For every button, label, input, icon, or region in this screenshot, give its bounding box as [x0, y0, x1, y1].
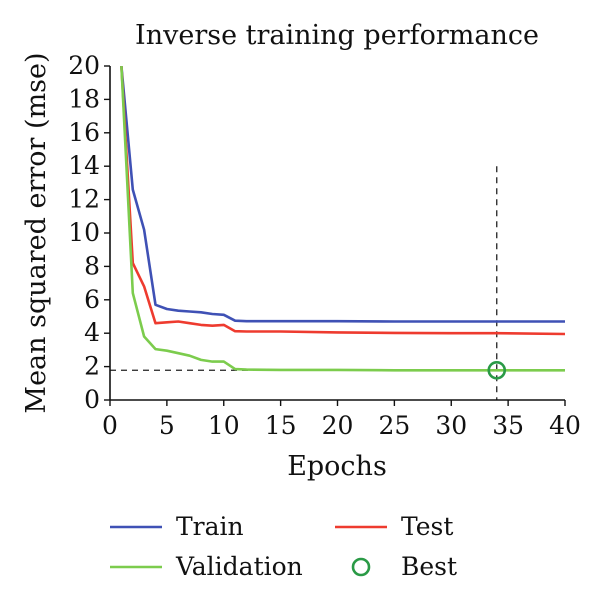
plot-area	[110, 66, 565, 400]
x-tick-label: 0	[102, 411, 118, 440]
x-tick-label: 15	[265, 411, 297, 440]
y-tick-label: 4	[84, 318, 100, 347]
x-tick-label: 25	[378, 411, 410, 440]
legend-label-train: Train	[176, 512, 244, 541]
legend-label-test: Test	[401, 512, 453, 541]
x-axis-label: Epochs	[287, 451, 387, 482]
legend-swatch-best	[351, 557, 371, 577]
legend: Train Test Validation Best	[110, 512, 457, 581]
y-tick-label: 2	[84, 352, 100, 381]
chart-title: Inverse training performance	[135, 20, 539, 51]
x-tick-label: 10	[208, 411, 240, 440]
y-tick-label: 18	[68, 84, 100, 113]
y-tick-label: 6	[84, 285, 100, 314]
x-tick-label: 5	[159, 411, 175, 440]
axes: 0 2 4 6 8 10 12 14 16 18 20 0 5 10 15 20 25 30 35 40	[68, 51, 581, 440]
y-tick-label: 12	[68, 185, 100, 214]
series-line-train	[120, 66, 565, 323]
y-tick-label: 10	[68, 218, 100, 247]
x-tick-label: 20	[322, 411, 354, 440]
y-tick-label: 16	[68, 118, 100, 147]
x-tick-label: 35	[492, 411, 524, 440]
y-tick-label: 14	[68, 151, 100, 180]
series-line-validation	[120, 66, 565, 372]
best-point-marker	[487, 360, 507, 380]
series-line-test	[120, 66, 565, 336]
legend-label-validation: Validation	[175, 552, 303, 581]
legend-label-best: Best	[401, 552, 457, 581]
y-tick-label: 0	[84, 385, 100, 414]
y-tick-label: 8	[84, 251, 100, 280]
y-axis-label: Mean squared error (mse)	[21, 52, 52, 413]
y-tick-label: 20	[68, 51, 100, 80]
x-tick-label: 30	[435, 411, 467, 440]
x-tick-label: 40	[549, 411, 581, 440]
